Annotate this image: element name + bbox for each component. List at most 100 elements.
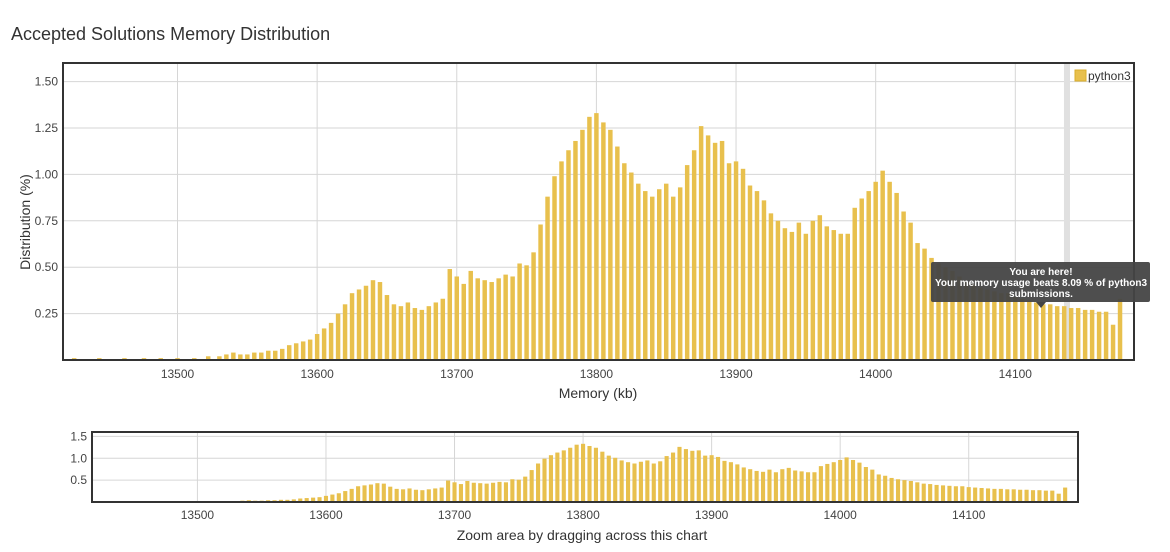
bar[interactable] bbox=[789, 231, 795, 360]
bar[interactable] bbox=[901, 211, 906, 361]
bar[interactable] bbox=[921, 483, 926, 502]
bar[interactable] bbox=[619, 460, 624, 502]
bar[interactable] bbox=[934, 484, 939, 502]
bar[interactable] bbox=[636, 183, 641, 360]
bar[interactable] bbox=[671, 452, 676, 502]
bar[interactable] bbox=[677, 187, 683, 360]
bar[interactable] bbox=[489, 282, 494, 360]
bar[interactable] bbox=[728, 462, 733, 502]
bar[interactable] bbox=[510, 479, 515, 502]
bar[interactable] bbox=[510, 276, 515, 360]
bar[interactable] bbox=[278, 499, 284, 502]
bar[interactable] bbox=[979, 488, 984, 502]
bar[interactable] bbox=[632, 463, 637, 503]
bar[interactable] bbox=[1006, 293, 1011, 360]
bar[interactable] bbox=[859, 198, 864, 360]
bar[interactable] bbox=[767, 469, 772, 502]
bar[interactable] bbox=[377, 282, 383, 360]
bar[interactable] bbox=[761, 200, 767, 360]
bar[interactable] bbox=[824, 226, 830, 360]
bar[interactable] bbox=[936, 263, 941, 360]
bar[interactable] bbox=[478, 483, 483, 502]
bar[interactable] bbox=[398, 306, 404, 360]
bar[interactable] bbox=[517, 263, 522, 360]
bar[interactable] bbox=[613, 457, 618, 502]
bar[interactable] bbox=[461, 283, 466, 360]
bar[interactable] bbox=[420, 490, 425, 502]
bar[interactable] bbox=[363, 285, 369, 360]
bar[interactable] bbox=[471, 482, 476, 502]
bar[interactable] bbox=[224, 354, 229, 360]
bar[interactable] bbox=[677, 446, 682, 502]
bar[interactable] bbox=[362, 485, 367, 502]
bar[interactable] bbox=[1117, 298, 1123, 360]
bar[interactable] bbox=[394, 488, 399, 502]
bar[interactable] bbox=[985, 488, 991, 502]
bar[interactable] bbox=[1068, 308, 1074, 360]
bar[interactable] bbox=[786, 467, 791, 502]
bar[interactable] bbox=[573, 140, 578, 360]
bar[interactable] bbox=[524, 265, 529, 360]
bar[interactable] bbox=[782, 228, 788, 360]
bar[interactable] bbox=[845, 233, 850, 360]
bar[interactable] bbox=[1110, 324, 1116, 360]
bar[interactable] bbox=[587, 446, 592, 502]
bar[interactable] bbox=[825, 463, 830, 502]
bar[interactable] bbox=[992, 291, 997, 360]
bar[interactable] bbox=[426, 489, 431, 502]
bar[interactable] bbox=[529, 470, 534, 502]
bar[interactable] bbox=[831, 462, 836, 502]
bar[interactable] bbox=[497, 481, 502, 502]
bar[interactable] bbox=[870, 469, 875, 502]
bar[interactable] bbox=[895, 479, 901, 502]
bar[interactable] bbox=[574, 444, 579, 502]
bar[interactable] bbox=[375, 483, 380, 502]
bar[interactable] bbox=[349, 488, 354, 502]
bar[interactable] bbox=[370, 280, 376, 360]
bar[interactable] bbox=[266, 350, 271, 360]
bar[interactable] bbox=[335, 313, 341, 360]
bar[interactable] bbox=[536, 463, 541, 503]
zoom-bars[interactable] bbox=[100, 443, 1068, 503]
bar[interactable] bbox=[516, 479, 521, 502]
bar[interactable] bbox=[650, 196, 655, 360]
bar[interactable] bbox=[291, 499, 296, 502]
bar[interactable] bbox=[523, 476, 528, 502]
bar[interactable] bbox=[915, 482, 920, 502]
bar[interactable] bbox=[889, 477, 894, 502]
bar[interactable] bbox=[439, 487, 444, 502]
bar[interactable] bbox=[943, 267, 948, 360]
bar[interactable] bbox=[658, 461, 663, 502]
bar[interactable] bbox=[238, 354, 243, 360]
bar[interactable] bbox=[818, 466, 823, 502]
bar[interactable] bbox=[964, 282, 969, 360]
bar[interactable] bbox=[684, 165, 690, 360]
bar[interactable] bbox=[1005, 489, 1010, 502]
legend[interactable]: python3 bbox=[1074, 69, 1131, 83]
bar[interactable] bbox=[606, 455, 611, 502]
bar[interactable] bbox=[413, 489, 419, 502]
bar[interactable] bbox=[651, 463, 656, 503]
bar[interactable] bbox=[629, 172, 634, 360]
bar[interactable] bbox=[810, 220, 816, 360]
bar[interactable] bbox=[831, 230, 837, 360]
bar[interactable] bbox=[726, 163, 732, 360]
bar[interactable] bbox=[545, 196, 550, 360]
bar[interactable] bbox=[960, 486, 965, 502]
bar[interactable] bbox=[447, 269, 453, 360]
bar[interactable] bbox=[803, 233, 809, 360]
bar[interactable] bbox=[593, 447, 598, 502]
bar[interactable] bbox=[883, 475, 888, 502]
bar[interactable] bbox=[458, 484, 464, 502]
bar[interactable] bbox=[799, 471, 804, 502]
bar[interactable] bbox=[971, 283, 976, 360]
bar[interactable] bbox=[1034, 302, 1039, 360]
bar[interactable] bbox=[559, 161, 564, 360]
bar[interactable] bbox=[491, 482, 496, 502]
bar[interactable] bbox=[852, 207, 857, 360]
bar[interactable] bbox=[999, 293, 1004, 360]
bar[interactable] bbox=[440, 298, 446, 360]
bar[interactable] bbox=[966, 487, 971, 502]
bar[interactable] bbox=[698, 126, 704, 360]
